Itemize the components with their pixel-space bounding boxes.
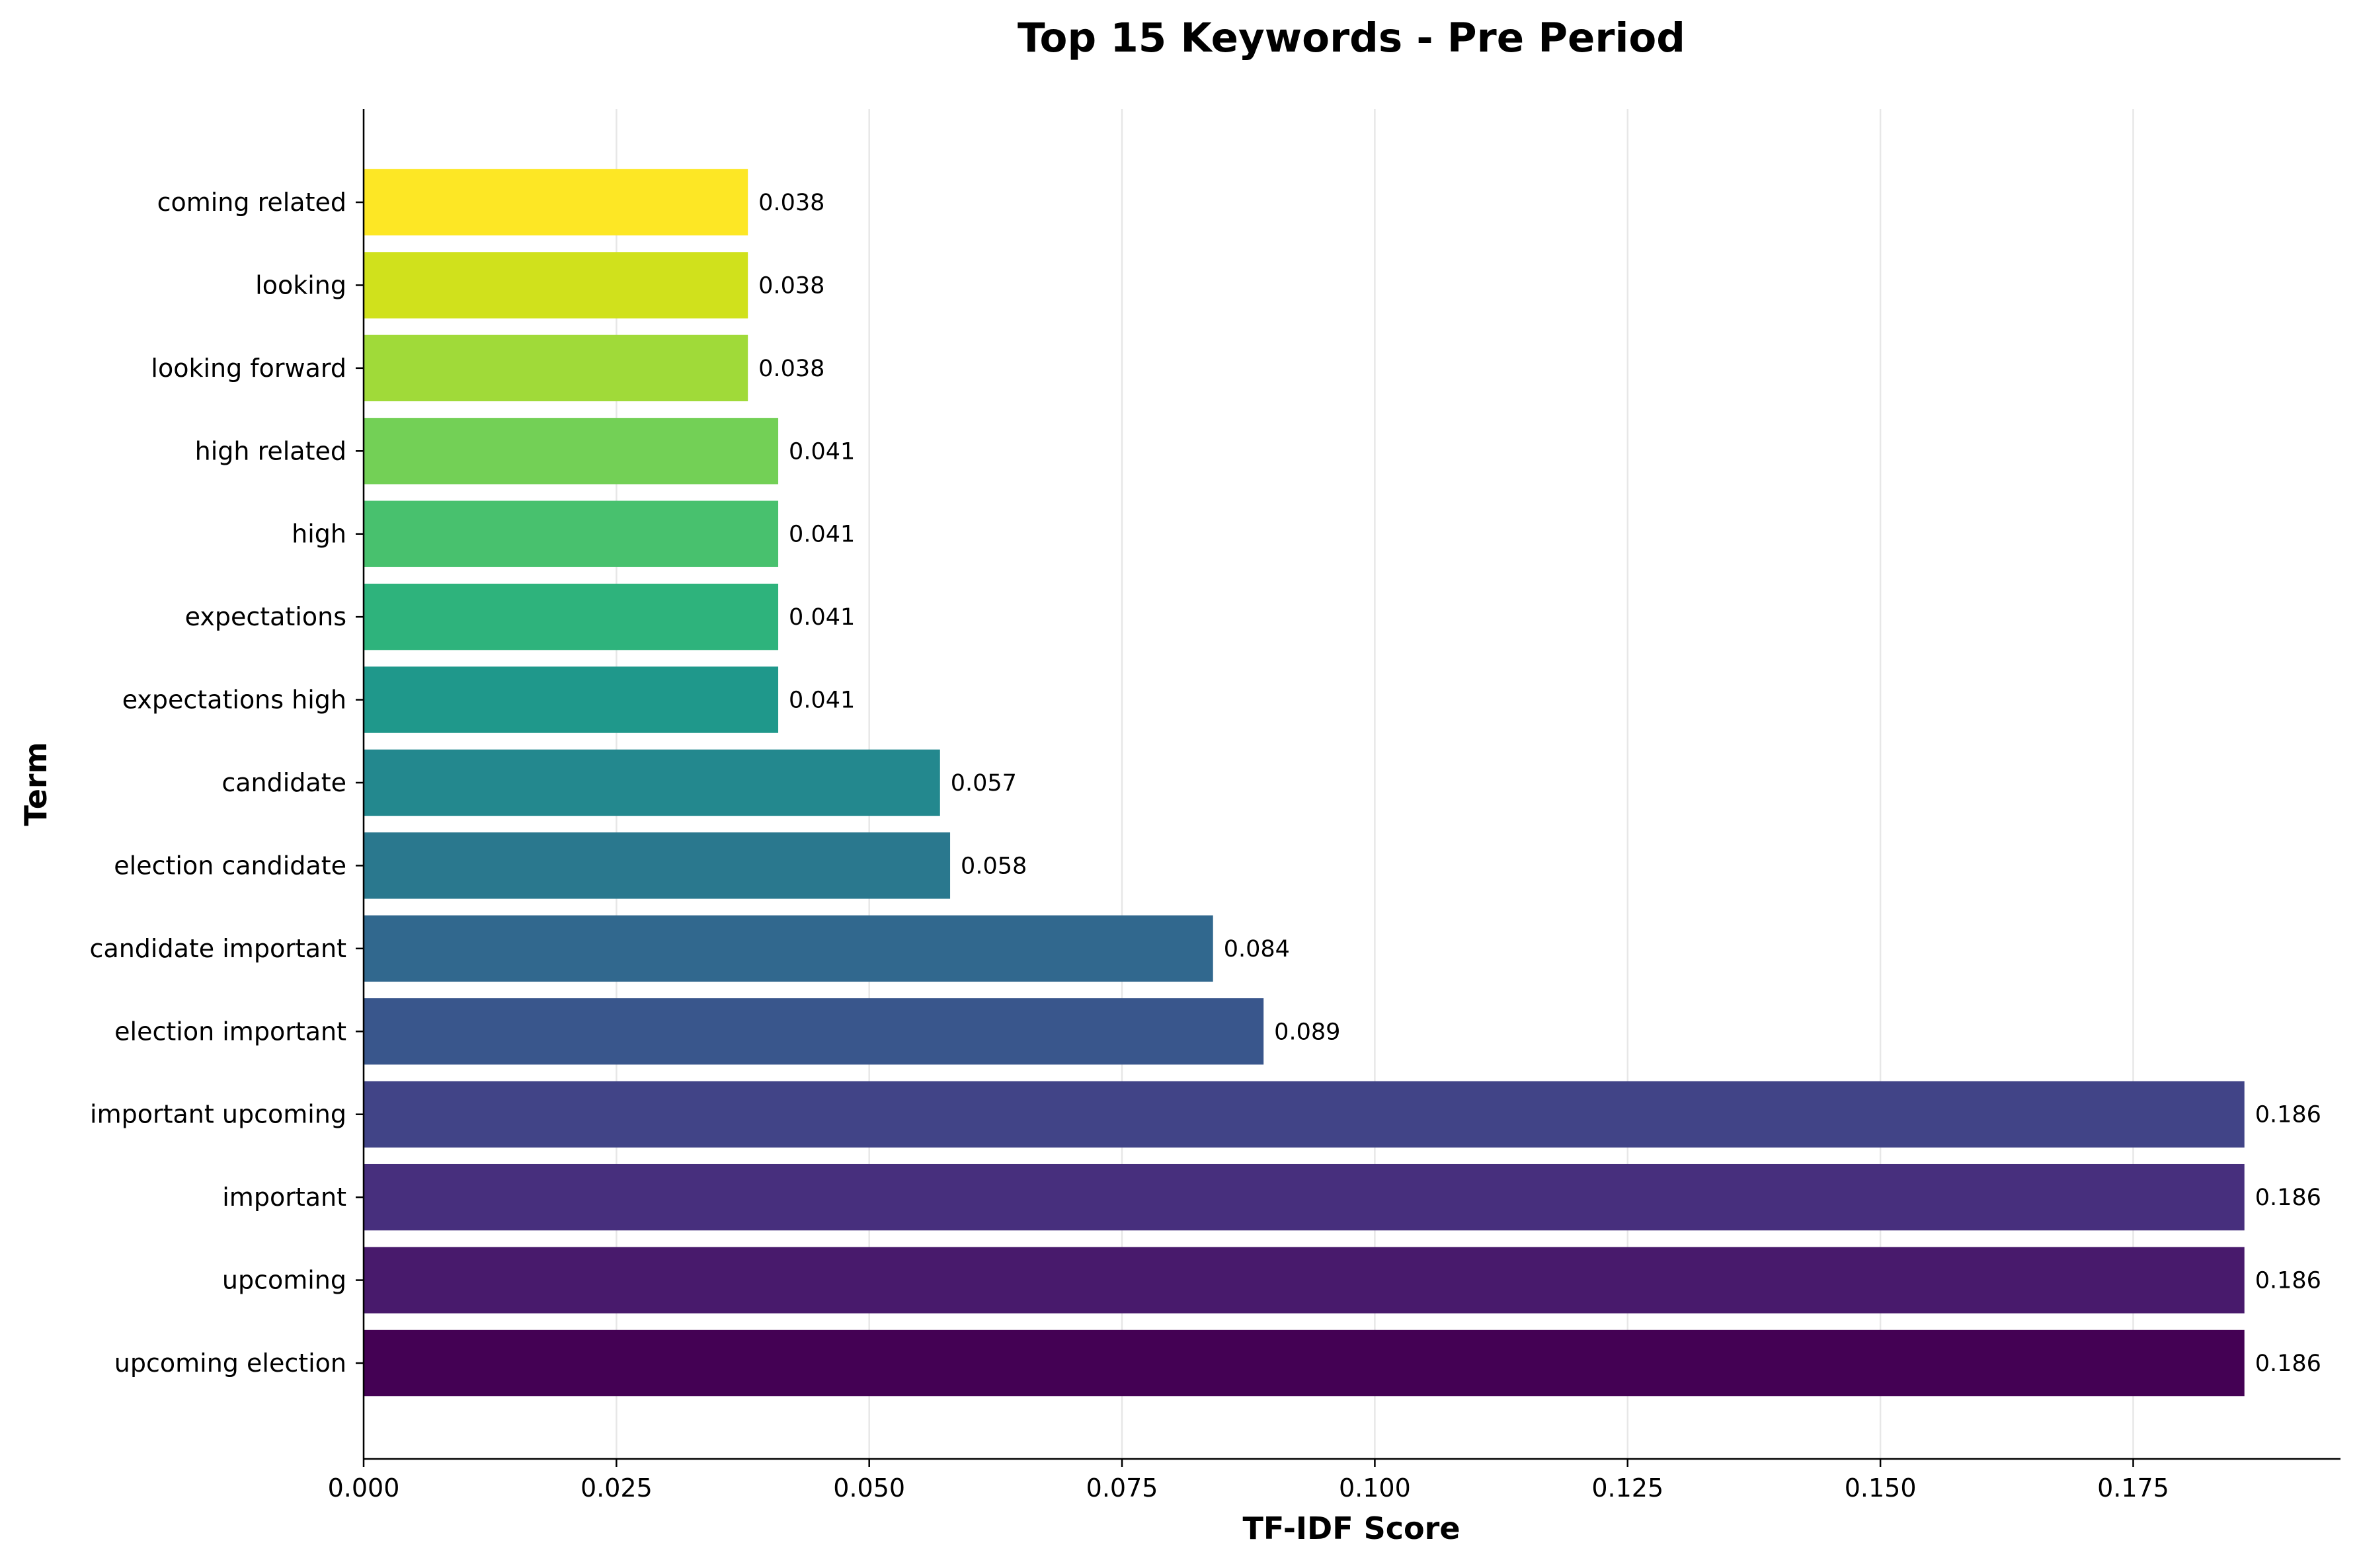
bar-value-label: 0.186 bbox=[2255, 1268, 2321, 1294]
bar-value-label: 0.084 bbox=[1224, 936, 1290, 962]
bar-value-label: 0.041 bbox=[789, 522, 855, 548]
bar bbox=[364, 583, 779, 650]
y-tick-label: election candidate bbox=[114, 851, 346, 880]
bar bbox=[364, 1329, 2245, 1397]
y-tick-label: important upcoming bbox=[90, 1100, 346, 1129]
y-tick-label: coming related bbox=[157, 188, 346, 217]
bar bbox=[364, 832, 951, 899]
x-tick-label: 0.125 bbox=[1591, 1473, 1663, 1503]
y-tick-label: upcoming bbox=[222, 1266, 346, 1295]
bar bbox=[364, 252, 748, 319]
x-tick-label: 0.150 bbox=[1845, 1473, 1917, 1503]
y-tick-label: candidate important bbox=[90, 934, 346, 963]
bar bbox=[364, 666, 779, 733]
bar-value-label: 0.058 bbox=[961, 853, 1027, 879]
bar-value-label: 0.038 bbox=[758, 356, 824, 382]
x-tick-label: 0.050 bbox=[833, 1473, 905, 1503]
y-tick-label: looking bbox=[255, 270, 346, 299]
bar bbox=[364, 749, 940, 816]
bar-value-label: 0.057 bbox=[951, 770, 1017, 797]
x-axis-ticks: 0.000 0.025 0.050 0.075 0.100 0.125 0.150 0.175 bbox=[328, 1459, 2169, 1503]
bar bbox=[364, 1163, 2245, 1231]
x-tick-label: 0.075 bbox=[1086, 1473, 1158, 1503]
y-tick-label: important bbox=[222, 1183, 346, 1212]
bar bbox=[364, 500, 779, 567]
bar-value-label: 0.186 bbox=[2255, 1185, 2321, 1211]
y-axis-label: Term bbox=[18, 742, 54, 826]
value-labels: 0.186 0.186 0.186 0.186 0.089 0.084 0.058 0.057… bbox=[758, 190, 2321, 1377]
y-tick-label: expectations high bbox=[122, 686, 346, 715]
bar bbox=[364, 1247, 2245, 1313]
bar-value-label: 0.041 bbox=[789, 687, 855, 714]
bar bbox=[364, 915, 1213, 982]
y-tick-label: upcoming election bbox=[114, 1349, 346, 1378]
bar bbox=[364, 418, 779, 485]
x-axis-label: TF-IDF Score bbox=[1242, 1510, 1460, 1546]
y-tick-label: looking forward bbox=[151, 354, 346, 383]
bar-value-label: 0.041 bbox=[789, 438, 855, 465]
chart-title: Top 15 Keywords - Pre Period bbox=[1018, 15, 1685, 61]
y-tick-label: high related bbox=[195, 436, 346, 465]
y-axis-ticks: upcoming election upcoming important import… bbox=[90, 188, 364, 1378]
bar bbox=[364, 1081, 2245, 1148]
y-tick-label: election important bbox=[114, 1017, 346, 1046]
y-tick-label: high bbox=[292, 520, 346, 549]
bars bbox=[364, 169, 2245, 1397]
x-tick-label: 0.175 bbox=[2097, 1473, 2169, 1503]
bar-value-label: 0.041 bbox=[789, 604, 855, 631]
y-tick-label: expectations bbox=[185, 602, 346, 631]
bar bbox=[364, 998, 1264, 1065]
bar bbox=[364, 334, 748, 402]
bar-value-label: 0.186 bbox=[2255, 1102, 2321, 1128]
bar-value-label: 0.038 bbox=[758, 190, 824, 216]
y-tick-label: candidate bbox=[221, 768, 346, 797]
bar-value-label: 0.186 bbox=[2255, 1351, 2321, 1377]
x-tick-label: 0.025 bbox=[580, 1473, 653, 1503]
bar-value-label: 0.089 bbox=[1274, 1019, 1340, 1045]
bar-value-label: 0.038 bbox=[758, 272, 824, 299]
bar bbox=[364, 169, 748, 236]
x-tick-label: 0.000 bbox=[328, 1473, 400, 1503]
x-tick-label: 0.100 bbox=[1339, 1473, 1411, 1503]
